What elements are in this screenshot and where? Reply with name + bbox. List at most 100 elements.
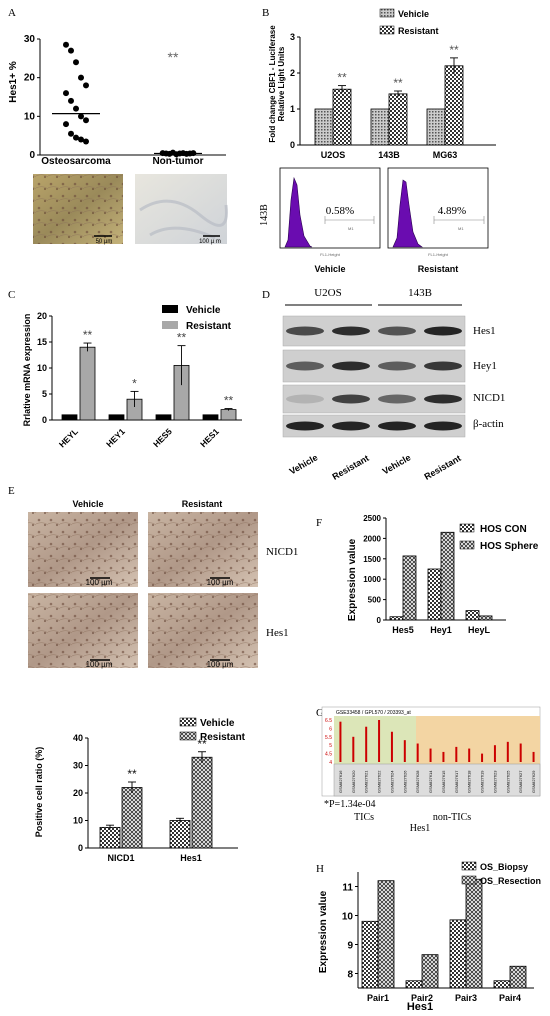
flow-vehicle-gate: M1 bbox=[348, 226, 354, 231]
panel-h-legend-resection-swatch bbox=[461, 875, 477, 885]
panel-e-bar bbox=[169, 820, 191, 849]
panel-a-point bbox=[63, 90, 69, 97]
panel-c-sig: ** bbox=[177, 331, 187, 345]
panel-c-legend-resistant: Resistant bbox=[186, 321, 232, 332]
panel-e-sig: ** bbox=[197, 737, 207, 751]
panel-f-xtick-label: Hes5 bbox=[392, 625, 414, 635]
panel-c-xtick-label: HES5 bbox=[151, 426, 174, 449]
panel-f-ylabel: Expression value bbox=[347, 538, 358, 621]
flow-resistant-xaxis: FL1-Height bbox=[428, 252, 449, 257]
panel-c-letter: C bbox=[8, 289, 15, 301]
panel-a-point bbox=[78, 74, 84, 81]
panel-g-ytick-label: 5.5 bbox=[325, 735, 332, 741]
flow-histogram-resistant bbox=[387, 167, 489, 249]
panel-b-legend-resistant: Resistant bbox=[398, 26, 439, 36]
panel-f-xtick-label: Hey1 bbox=[430, 625, 452, 635]
panel-g-sample-label: GSM827625 bbox=[505, 770, 510, 793]
panel-h-bar bbox=[493, 980, 511, 989]
panel-d-group-u2os: U2OS bbox=[314, 287, 342, 299]
panel-e-legend-vehicle-swatch bbox=[179, 717, 197, 727]
panel-d-band bbox=[332, 326, 370, 336]
panel-e-bar bbox=[121, 787, 143, 849]
panel-d-band bbox=[424, 421, 462, 431]
panel-c-bar bbox=[61, 414, 78, 421]
panel-c-legend-vehicle-swatch bbox=[162, 305, 178, 313]
panel-h-letter: H bbox=[316, 863, 324, 875]
panel-h-xtick-label: Pair1 bbox=[367, 993, 389, 1003]
panel-c-ytick-label: 0 bbox=[42, 415, 47, 425]
panel-e-ytick-label: 10 bbox=[73, 816, 83, 826]
panel-g-sample-label: GSM827620 bbox=[351, 770, 356, 793]
panel-e-plot: 0 10 20 30 40 ** NICD1 ** Hes1 bbox=[73, 733, 238, 863]
panel-c-sig: ** bbox=[224, 394, 234, 408]
panel-h-bar bbox=[421, 954, 439, 989]
panel-f-ytick-label: 2000 bbox=[363, 534, 381, 543]
panel-g-sample-label: GSM827624 bbox=[389, 770, 394, 793]
panel-d-lane-3: Vehicle bbox=[381, 452, 413, 476]
panel-a-point bbox=[68, 130, 74, 137]
panel-g-sample-label: GSM827617 bbox=[454, 770, 459, 793]
panel-d-band-beta-actin: β-actin bbox=[473, 418, 504, 430]
panel-a-point bbox=[78, 113, 84, 120]
panel-g-header: GSE33458 / GPL570 / 203393_at bbox=[336, 710, 411, 716]
panel-c-bar bbox=[202, 414, 219, 421]
panel-e-xtick-label: NICD1 bbox=[107, 853, 134, 863]
panel-g-sample-label: GSM827616 bbox=[338, 770, 343, 793]
panel-c-ytick-label: 20 bbox=[37, 311, 47, 321]
panel-f-bar bbox=[427, 568, 442, 621]
panel-e-ytick-label: 20 bbox=[73, 788, 83, 798]
panel-e-legend-resistant: Resistant bbox=[200, 732, 246, 743]
panel-e-letter: E bbox=[8, 485, 15, 497]
flow-resistant-label: Resistant bbox=[418, 264, 459, 274]
panel-d-band bbox=[332, 361, 370, 371]
panel-h-xtick-label: Pair3 bbox=[455, 993, 477, 1003]
panel-d-band bbox=[424, 326, 462, 336]
panel-c-legend-resistant-swatch bbox=[162, 321, 178, 329]
panel-b-xtick-label: 143B bbox=[378, 150, 400, 160]
panel-c-bar bbox=[220, 409, 237, 421]
panel-f-legend-sphere: HOS Sphere bbox=[480, 541, 539, 552]
panel-e-bar bbox=[99, 826, 121, 849]
panel-f-bar bbox=[389, 616, 404, 621]
panel-e-scale-2: 100 µm bbox=[207, 578, 234, 587]
panel-d-band bbox=[424, 361, 462, 371]
panel-c-xtick-label: HES1 bbox=[198, 426, 221, 449]
panel-b-bar bbox=[426, 108, 446, 146]
panel-e-ihc-grid bbox=[28, 512, 258, 668]
panel-a-xlabel-nontumor: Non-tumor bbox=[152, 156, 203, 167]
panel-b-ylabel-2: Relative Light Units bbox=[277, 46, 286, 121]
panel-d-lane-1: Vehicle bbox=[288, 452, 320, 476]
panel-d-band bbox=[332, 421, 370, 431]
panel-h-xlabel: Hes1 bbox=[407, 1001, 433, 1013]
panel-d-band-hey1: Hey1 bbox=[473, 360, 497, 372]
panel-h-plot: 8 9 10 11 Pair1 Pair2 Pair3 Pair4 bbox=[342, 872, 534, 1003]
panel-c-bar bbox=[155, 414, 172, 421]
panel-f-legend-con: HOS CON bbox=[480, 524, 527, 535]
panel-f-ytick-label: 2500 bbox=[363, 514, 381, 523]
panel-h-xtick-label: Pair2 bbox=[411, 993, 433, 1003]
flow-vehicle-xaxis: FL1-Height bbox=[320, 252, 341, 257]
panel-d-band-hes1: Hes1 bbox=[473, 325, 496, 337]
panel-a-ylabel: Hes1+ % bbox=[8, 61, 19, 103]
panel-d-band bbox=[286, 421, 324, 431]
panel-e-row-nicd1: NICD1 bbox=[266, 546, 298, 558]
panel-d-band bbox=[424, 394, 462, 404]
panel-d-band bbox=[332, 394, 370, 404]
panel-d-band bbox=[378, 326, 416, 336]
panel-f-ytick-label: 1000 bbox=[363, 575, 381, 584]
panel-b-letter: B bbox=[262, 7, 269, 19]
panel-c-ytick-label: 5 bbox=[42, 389, 47, 399]
panel-h-legend-biopsy: OS_Biopsy bbox=[480, 862, 528, 872]
panel-e-ylabel: Positive cell ratio (%) bbox=[34, 747, 44, 838]
panel-b-ylabel-1: Fold change CBF1 - Luciferase bbox=[268, 25, 277, 143]
panel-g-group-tics: TICs bbox=[354, 812, 374, 823]
panel-g-letter: G bbox=[316, 707, 324, 719]
panel-e-scale-3: 100 µm bbox=[86, 660, 113, 669]
panel-a-ihc-nontumor bbox=[135, 174, 227, 244]
panel-g-sample-label: GSM827614 bbox=[428, 770, 433, 793]
panel-e-scale-1: 100 µm bbox=[86, 578, 113, 587]
panel-g-sample-label: GSM827629 bbox=[531, 770, 536, 793]
flow-resistant-pct: 4.89% bbox=[438, 205, 466, 217]
panel-a-point bbox=[83, 117, 89, 124]
panel-a-point bbox=[63, 41, 69, 48]
